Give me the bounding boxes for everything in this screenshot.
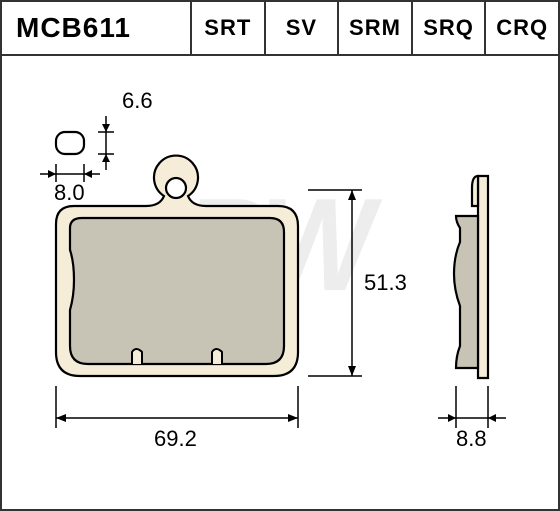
code-label: SRM [349,15,401,41]
dim-clip-width: 8.0 [54,180,85,206]
dim-clip-height: 6.6 [122,88,153,114]
code-label: SRQ [423,15,474,41]
code-cell-srq: SRQ [413,2,487,54]
pad-friction-material [70,218,284,364]
mounting-hole [166,178,186,198]
part-number: MCB611 [16,12,131,44]
code-cell-srt: SRT [192,2,266,54]
code-label: SV [286,15,317,41]
code-label: SRT [204,15,251,41]
diagram-container: MCB611 SRT SV SRM SRQ CRQ RW [0,0,560,511]
code-cell-crq: CRQ [486,2,558,54]
code-label: CRQ [496,15,548,41]
code-cell-srm: SRM [339,2,413,54]
side-friction [454,216,478,368]
drawing-area: RW [2,56,558,509]
side-backing [478,176,488,378]
dim-pad-width: 69.2 [154,426,197,452]
dim-pad-thickness: 8.8 [456,426,487,452]
code-cell-sv: SV [266,2,340,54]
clip-shape [56,132,84,154]
header-row: MCB611 SRT SV SRM SRQ CRQ [2,2,558,56]
dim-pad-height: 51.3 [364,270,407,296]
part-number-cell: MCB611 [2,2,192,54]
